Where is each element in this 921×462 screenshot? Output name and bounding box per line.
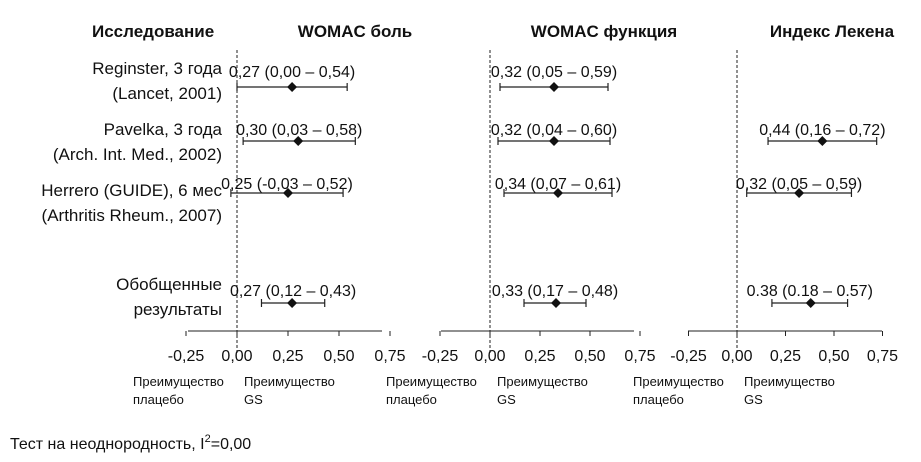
study-3-source: (Arthritis Rheum., 2007): [42, 206, 222, 225]
effect-size-label: 0,33 (0,17 – 0,48): [492, 283, 618, 300]
favors-gs-label-2: GS: [244, 392, 263, 407]
tick-label: 0,75: [624, 348, 655, 365]
effect-size-label: 0,32 (0,04 – 0,60): [491, 122, 617, 139]
tick-label: 0,50: [818, 348, 849, 365]
favors-placebo-label-2: плацебо: [133, 392, 184, 407]
heterogeneity-suffix: =0,00: [211, 436, 252, 453]
tick-label: 0,25: [770, 348, 801, 365]
effect-size-label: 0,27 (0,12 – 0,43): [230, 283, 356, 300]
favors-gs-label: Преимущество: [744, 374, 835, 389]
effect-size-label: 0,30 (0,03 – 0,58): [236, 122, 362, 139]
study-2-name: Pavelka, 3 года: [104, 120, 223, 139]
panel-2: WOMAC функция -0,25 0,00 0,25 0,50 0,75 Преиму…: [386, 22, 677, 407]
tick-label: -0,25: [670, 348, 707, 365]
study-3-name: Herrero (GUIDE), 6 мес: [41, 181, 222, 200]
heterogeneity-superscript: 2: [205, 433, 211, 445]
favors-gs-label-2: GS: [497, 392, 516, 407]
forest-panels: WOMAC боль -0,25 0,00 0,25 0,50 0,75 Преимущес…: [133, 22, 898, 407]
favors-gs-label: Преимущество: [497, 374, 588, 389]
effect-size-label: 0,32 (0,05 – 0,59): [736, 176, 862, 193]
studies-column-header: Исследование: [92, 22, 214, 41]
tick-label: 0,25: [524, 348, 555, 365]
panel-3: Индекс Лекена -0,25 0,00 0,25 0,50 0,75 Преиму…: [633, 22, 898, 407]
point-estimate-marker: [551, 298, 561, 308]
effect-size-label: 0,25 (-0,03 – 0,52): [221, 176, 353, 193]
heterogeneity-prefix: Тест на неоднородность, I: [10, 436, 205, 453]
favors-gs-label-2: GS: [744, 392, 763, 407]
effect-size-label: 0,27 (0,00 – 0,54): [229, 64, 355, 81]
point-estimate-marker: [817, 136, 828, 146]
favors-placebo-label: Преимущество: [633, 374, 724, 389]
favors-placebo-label: Преимущество: [133, 374, 224, 389]
tick-label: 0,75: [867, 348, 898, 365]
tick-label: 0,25: [272, 348, 303, 365]
tick-label: 0,75: [374, 348, 405, 365]
panel-1-title: WOMAC боль: [298, 22, 412, 41]
study-2-source: (Arch. Int. Med., 2002): [53, 145, 222, 164]
tick-label: 0,00: [721, 348, 752, 365]
point-estimate-marker: [553, 188, 563, 198]
effect-size-label: 0,32 (0,05 – 0,59): [491, 64, 617, 81]
study-1-source: (Lancet, 2001): [112, 84, 222, 103]
favors-placebo-label-2: плацебо: [633, 392, 684, 407]
tick-label: 0,50: [574, 348, 605, 365]
panel-1: WOMAC боль -0,25 0,00 0,25 0,50 0,75 Преимущес…: [133, 22, 412, 407]
effect-size-label: 0,44 (0,16 – 0,72): [759, 122, 885, 139]
pooled-label-line2: результаты: [134, 300, 222, 319]
tick-label: -0,25: [422, 348, 459, 365]
point-estimate-marker: [549, 82, 559, 92]
point-estimate-marker: [549, 136, 559, 146]
point-estimate-marker: [794, 188, 805, 198]
point-estimate-marker: [293, 136, 304, 146]
panel-2-title: WOMAC функция: [531, 22, 677, 41]
tick-label: 0,50: [323, 348, 354, 365]
point-estimate-marker: [283, 188, 293, 198]
point-estimate-marker: [805, 298, 816, 308]
effect-size-label: 0,34 (0,07 – 0,61): [495, 176, 621, 193]
point-estimate-marker: [287, 82, 298, 92]
heterogeneity-test: Тест на неоднородность, I2=0,00: [10, 433, 251, 453]
effect-size-label: 0.38 (0.18 – 0.57): [747, 283, 873, 300]
study-labels: Reginster, 3 года (Lancet, 2001) Pavelka…: [41, 59, 222, 319]
favors-placebo-label: Преимущество: [386, 374, 477, 389]
pooled-label-line1: Обобщенные: [116, 275, 222, 294]
tick-label: -0,25: [168, 348, 205, 365]
tick-label: 0,00: [221, 348, 252, 365]
panel-3-title: Индекс Лекена: [770, 22, 895, 41]
favors-placebo-label-2: плацебо: [386, 392, 437, 407]
study-1-name: Reginster, 3 года: [92, 59, 222, 78]
favors-gs-label: Преимущество: [244, 374, 335, 389]
point-estimate-marker: [287, 298, 298, 308]
tick-label: 0,00: [474, 348, 505, 365]
